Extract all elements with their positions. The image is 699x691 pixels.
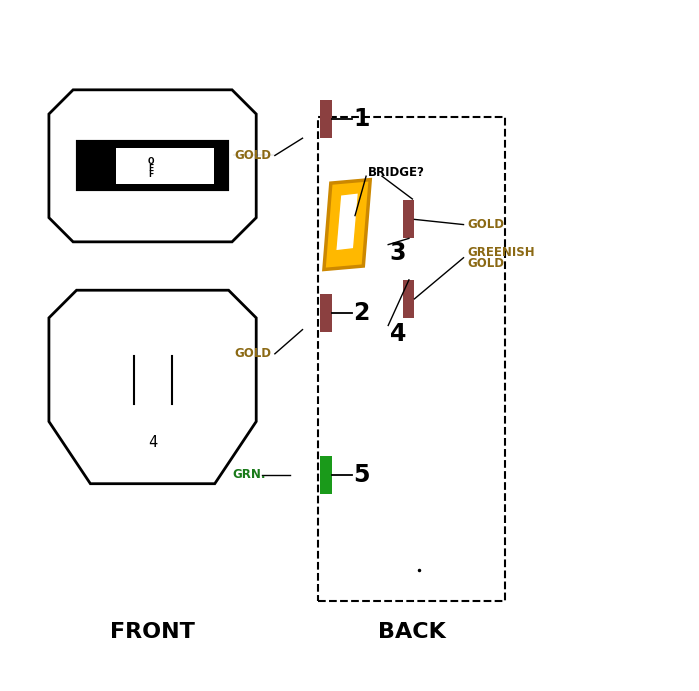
Bar <box>320 456 331 494</box>
Text: GREENISH: GREENISH <box>467 246 535 258</box>
Text: GOLD: GOLD <box>234 149 271 162</box>
Text: F: F <box>148 164 153 173</box>
Bar <box>320 100 331 138</box>
Text: 2: 2 <box>353 301 369 325</box>
Text: 3: 3 <box>389 241 406 265</box>
Text: GOLD: GOLD <box>234 348 271 360</box>
Polygon shape <box>324 180 370 269</box>
Text: GOLD: GOLD <box>467 218 504 231</box>
Text: GRN.: GRN. <box>232 468 266 481</box>
Text: BACK: BACK <box>378 623 445 642</box>
Text: 4: 4 <box>148 435 157 450</box>
Text: O: O <box>147 157 154 167</box>
Bar <box>84 148 111 184</box>
Bar <box>403 280 415 318</box>
Text: 4: 4 <box>389 322 406 346</box>
Bar <box>319 117 505 601</box>
Bar <box>78 142 227 189</box>
Text: F: F <box>148 170 153 180</box>
Bar <box>320 294 331 332</box>
Text: BRIDGE?: BRIDGE? <box>368 167 425 179</box>
Bar <box>116 148 215 184</box>
Polygon shape <box>336 193 359 251</box>
Text: 5: 5 <box>353 463 370 486</box>
Text: FRONT: FRONT <box>110 623 195 642</box>
Bar <box>403 200 415 238</box>
Text: GOLD: GOLD <box>467 258 504 270</box>
Text: 1: 1 <box>353 107 369 131</box>
